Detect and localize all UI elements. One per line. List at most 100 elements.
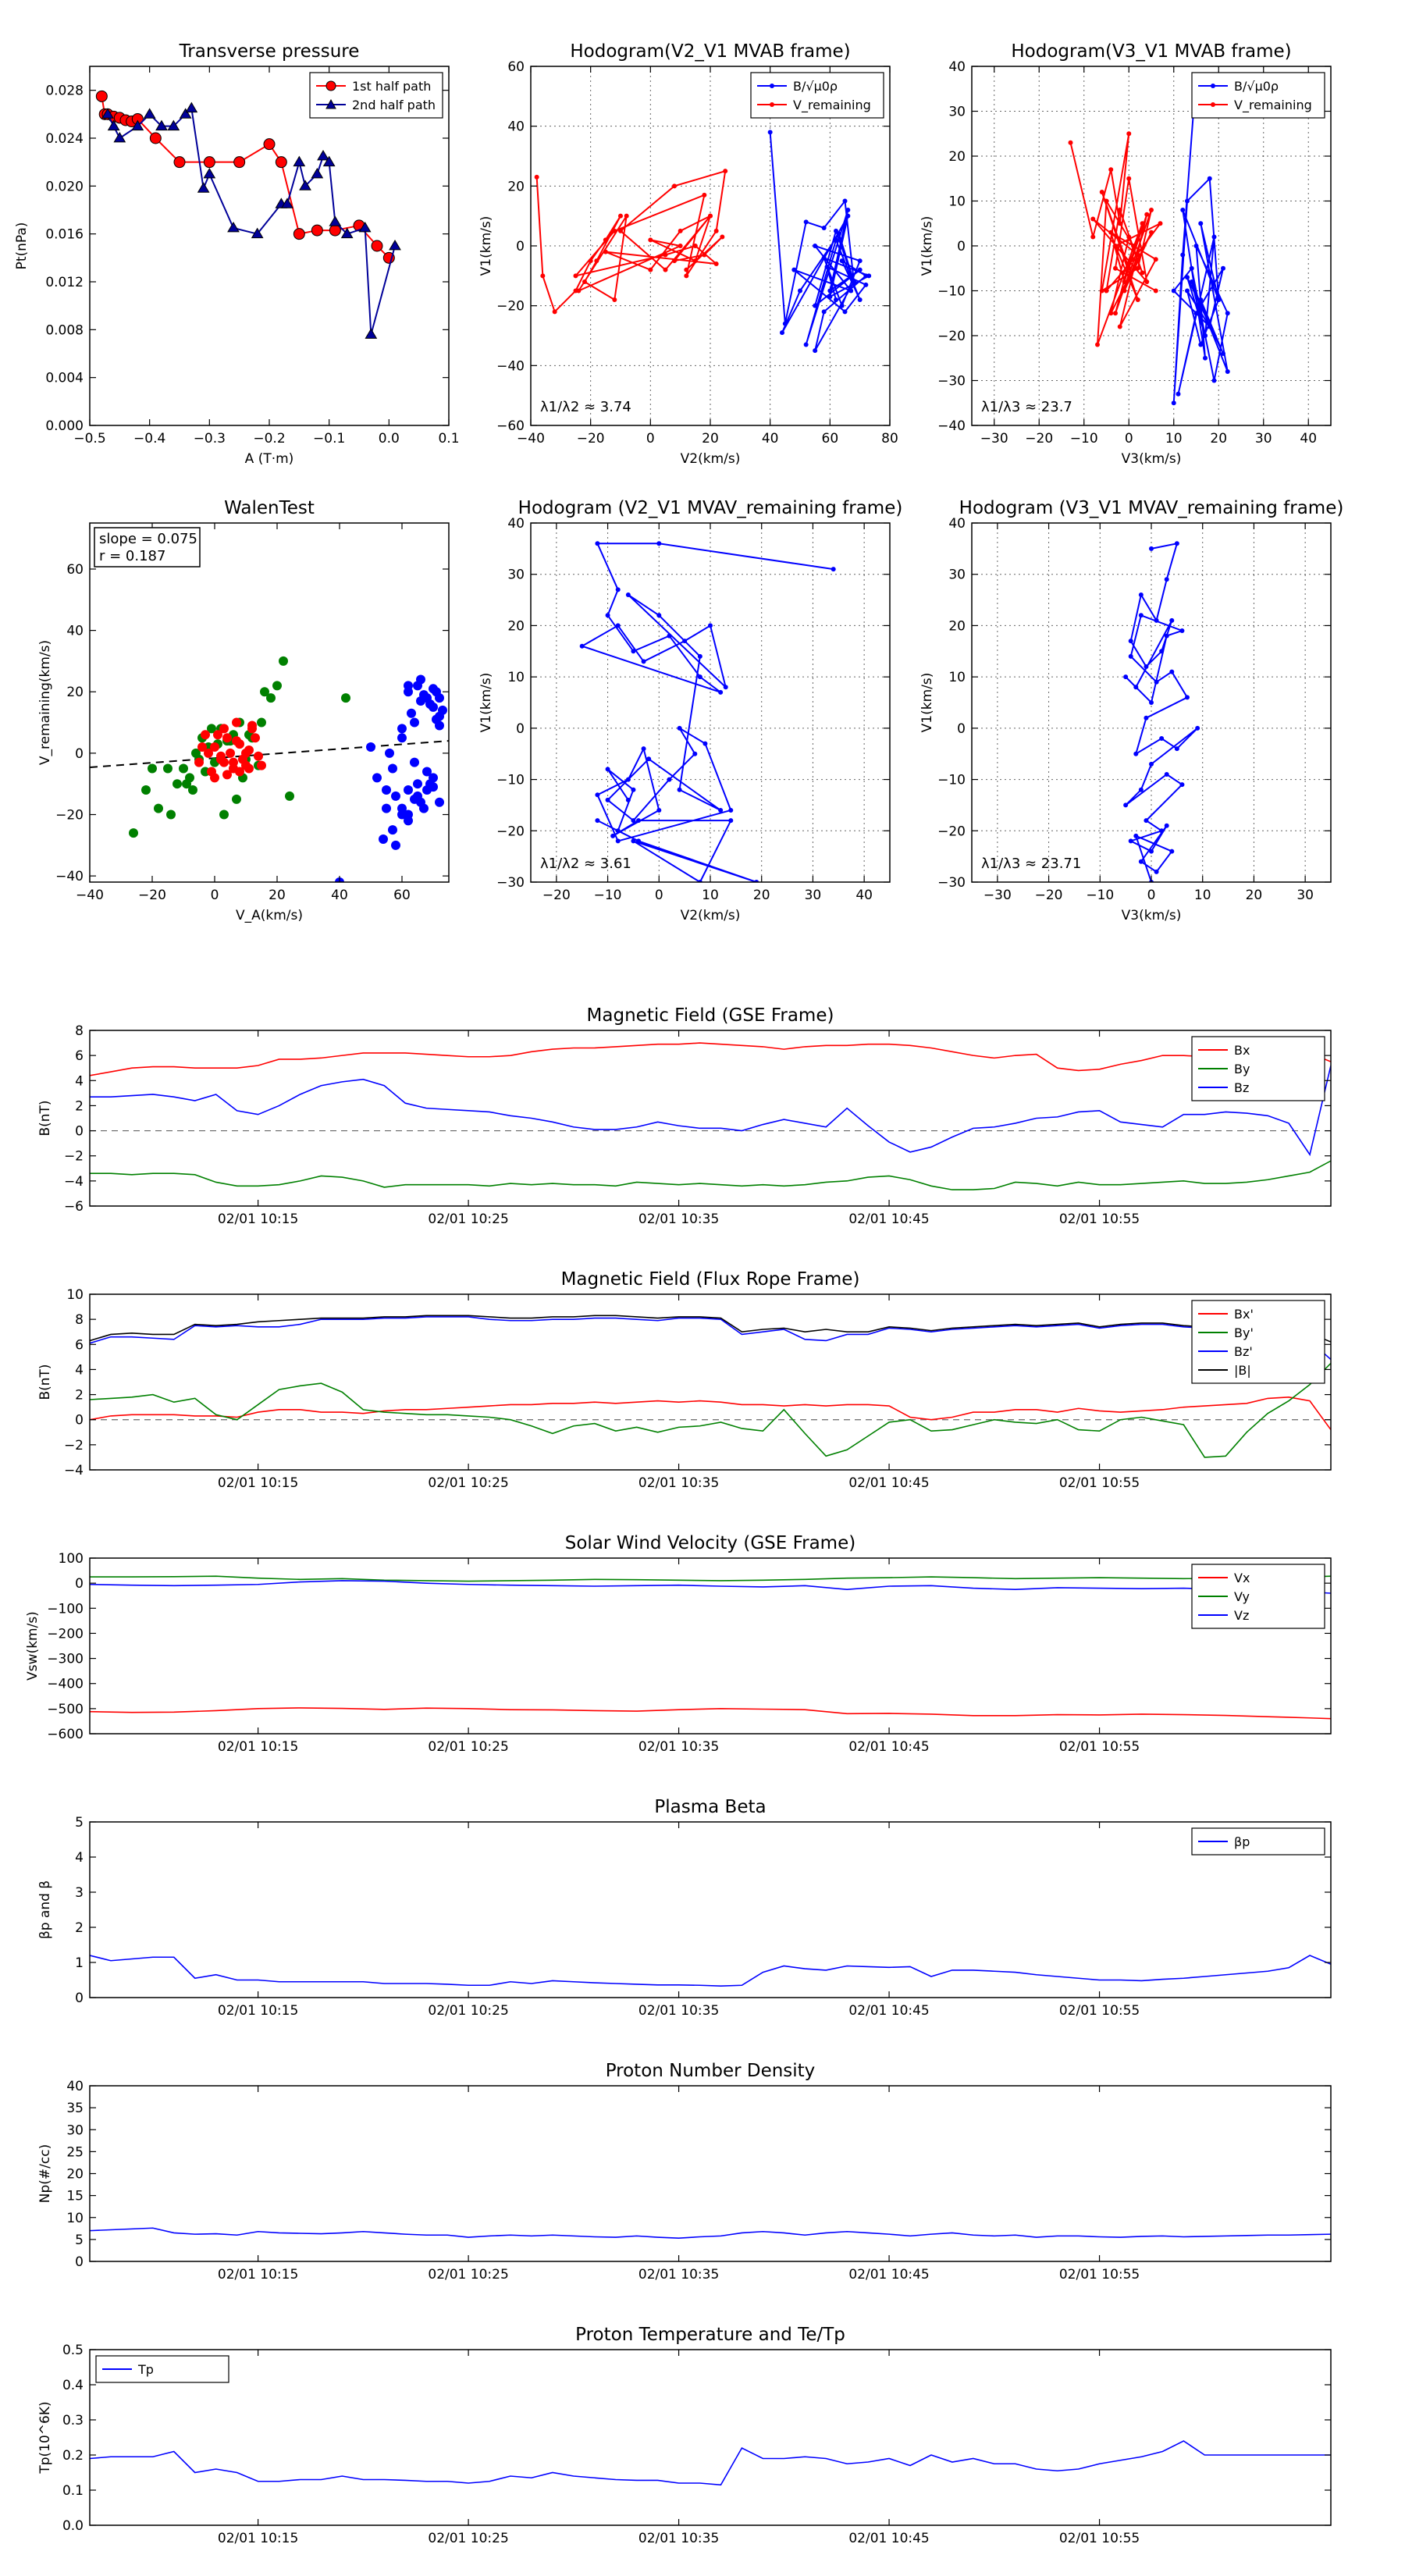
data-point bbox=[1126, 176, 1132, 181]
data-point bbox=[708, 623, 713, 628]
data-point bbox=[827, 294, 833, 300]
y-tick-label: 20 bbox=[948, 618, 966, 634]
data-point bbox=[1176, 391, 1181, 397]
data-point bbox=[149, 132, 162, 144]
data-point bbox=[222, 733, 232, 743]
plot-area bbox=[90, 2227, 1331, 2239]
data-point bbox=[385, 748, 394, 758]
legend: βp bbox=[1191, 1827, 1325, 1856]
data-point bbox=[1108, 167, 1114, 173]
chart-np: Proton Number Density 02/01 10:15 02/01 10… bbox=[37, 2061, 1332, 2282]
chart-bfr: Magnetic Field (Flux Rope Frame) 02/01 10… bbox=[37, 1269, 1332, 1491]
data-point bbox=[1169, 849, 1175, 854]
data-point bbox=[311, 224, 323, 237]
data-point bbox=[857, 267, 863, 272]
data-point bbox=[667, 633, 672, 639]
annotation-text: λ1/λ2 ≈ 3.61 bbox=[540, 856, 631, 872]
data-point bbox=[219, 809, 229, 820]
data-point bbox=[285, 791, 294, 801]
data-point bbox=[1128, 838, 1133, 844]
chart-h4: Hodogram (V3_V1 MVAV_remaining frame) −30… bbox=[919, 498, 1343, 923]
data-point bbox=[1211, 378, 1217, 383]
data-point bbox=[697, 674, 702, 680]
data-point bbox=[222, 770, 232, 780]
y-tick-label: −100 bbox=[47, 1601, 84, 1617]
x-tick-label: 0 bbox=[1147, 888, 1156, 903]
y-tick-label: 10 bbox=[66, 2211, 84, 2226]
data-point bbox=[702, 252, 707, 258]
y-axis-label: Np(#/cc) bbox=[37, 2144, 53, 2203]
data-point bbox=[827, 288, 833, 294]
data-point bbox=[595, 541, 600, 546]
data-point bbox=[678, 244, 683, 248]
data-point bbox=[388, 825, 397, 835]
data-point bbox=[210, 773, 219, 783]
data-point bbox=[1203, 333, 1208, 338]
data-point bbox=[182, 779, 191, 789]
data-point bbox=[1180, 208, 1186, 212]
data-point bbox=[272, 681, 282, 691]
data-point bbox=[379, 834, 388, 844]
plot-frame bbox=[89, 1293, 1332, 1471]
data-point bbox=[422, 767, 432, 777]
data-point bbox=[1164, 633, 1169, 639]
legend-label: |B| bbox=[1234, 1363, 1251, 1378]
legend: Tp bbox=[95, 2355, 229, 2383]
data-point bbox=[257, 717, 266, 728]
data-point bbox=[1189, 279, 1194, 284]
x-tick-label: 20 bbox=[269, 888, 286, 903]
y-tick-label: −10 bbox=[937, 284, 966, 300]
data-point bbox=[397, 803, 407, 813]
x-tick-label: 0 bbox=[1125, 431, 1133, 447]
data-point bbox=[636, 838, 641, 844]
data-point bbox=[407, 708, 416, 718]
legend-label: Vy bbox=[1234, 1589, 1250, 1604]
data-point bbox=[863, 282, 869, 287]
y-tick-label: 5 bbox=[75, 1815, 84, 1831]
data-point bbox=[366, 742, 375, 753]
data-point bbox=[1144, 818, 1149, 824]
data-point bbox=[1159, 649, 1165, 654]
x-tick-label: 10 bbox=[1194, 888, 1211, 903]
data-point bbox=[413, 791, 422, 801]
data-point bbox=[702, 741, 708, 746]
chart-title: Proton Number Density bbox=[606, 2061, 816, 2081]
data-point bbox=[317, 150, 329, 161]
data-point bbox=[1174, 541, 1179, 546]
y-tick-label: 4 bbox=[75, 1073, 84, 1089]
annotation-text: slope = 0.075 bbox=[99, 531, 197, 547]
y-tick-label: −500 bbox=[47, 1702, 84, 1717]
data-point bbox=[663, 267, 668, 272]
data-point bbox=[1135, 265, 1140, 271]
data-point bbox=[1131, 244, 1136, 248]
x-axis-label: V2(km/s) bbox=[681, 451, 741, 467]
legend: Bx By Bz bbox=[1191, 1036, 1325, 1101]
y-tick-label: 35 bbox=[66, 2101, 84, 2116]
data-point bbox=[1126, 265, 1132, 271]
y-tick-label: 8 bbox=[75, 1023, 84, 1039]
data-point bbox=[1158, 221, 1163, 226]
x-tick-label: 02/01 10:55 bbox=[1059, 1212, 1140, 1227]
data-point bbox=[204, 748, 213, 758]
data-point bbox=[404, 809, 413, 820]
y-tick-label: 0 bbox=[75, 1576, 84, 1592]
legend: 1st half path 2nd half path bbox=[309, 72, 443, 119]
data-point bbox=[852, 279, 856, 284]
data-point bbox=[720, 234, 725, 240]
data-point bbox=[672, 183, 677, 189]
data-point bbox=[166, 809, 176, 820]
data-point bbox=[821, 309, 827, 315]
data-point bbox=[667, 777, 672, 782]
data-point bbox=[798, 288, 802, 294]
y-axis-label: Pt(nPa) bbox=[14, 222, 30, 270]
x-tick-label: 02/01 10:45 bbox=[848, 2003, 929, 2019]
data-point bbox=[1144, 715, 1149, 720]
y-tick-label: 15 bbox=[66, 2189, 84, 2204]
legend-marker bbox=[325, 98, 336, 109]
data-point bbox=[573, 273, 578, 279]
series-line-0 bbox=[90, 1707, 1331, 1720]
data-point bbox=[1221, 351, 1225, 356]
y-tick-label: 60 bbox=[66, 562, 84, 578]
x-tick-label: −20 bbox=[577, 431, 605, 447]
annotation-text: λ1/λ2 ≈ 3.74 bbox=[540, 399, 631, 415]
